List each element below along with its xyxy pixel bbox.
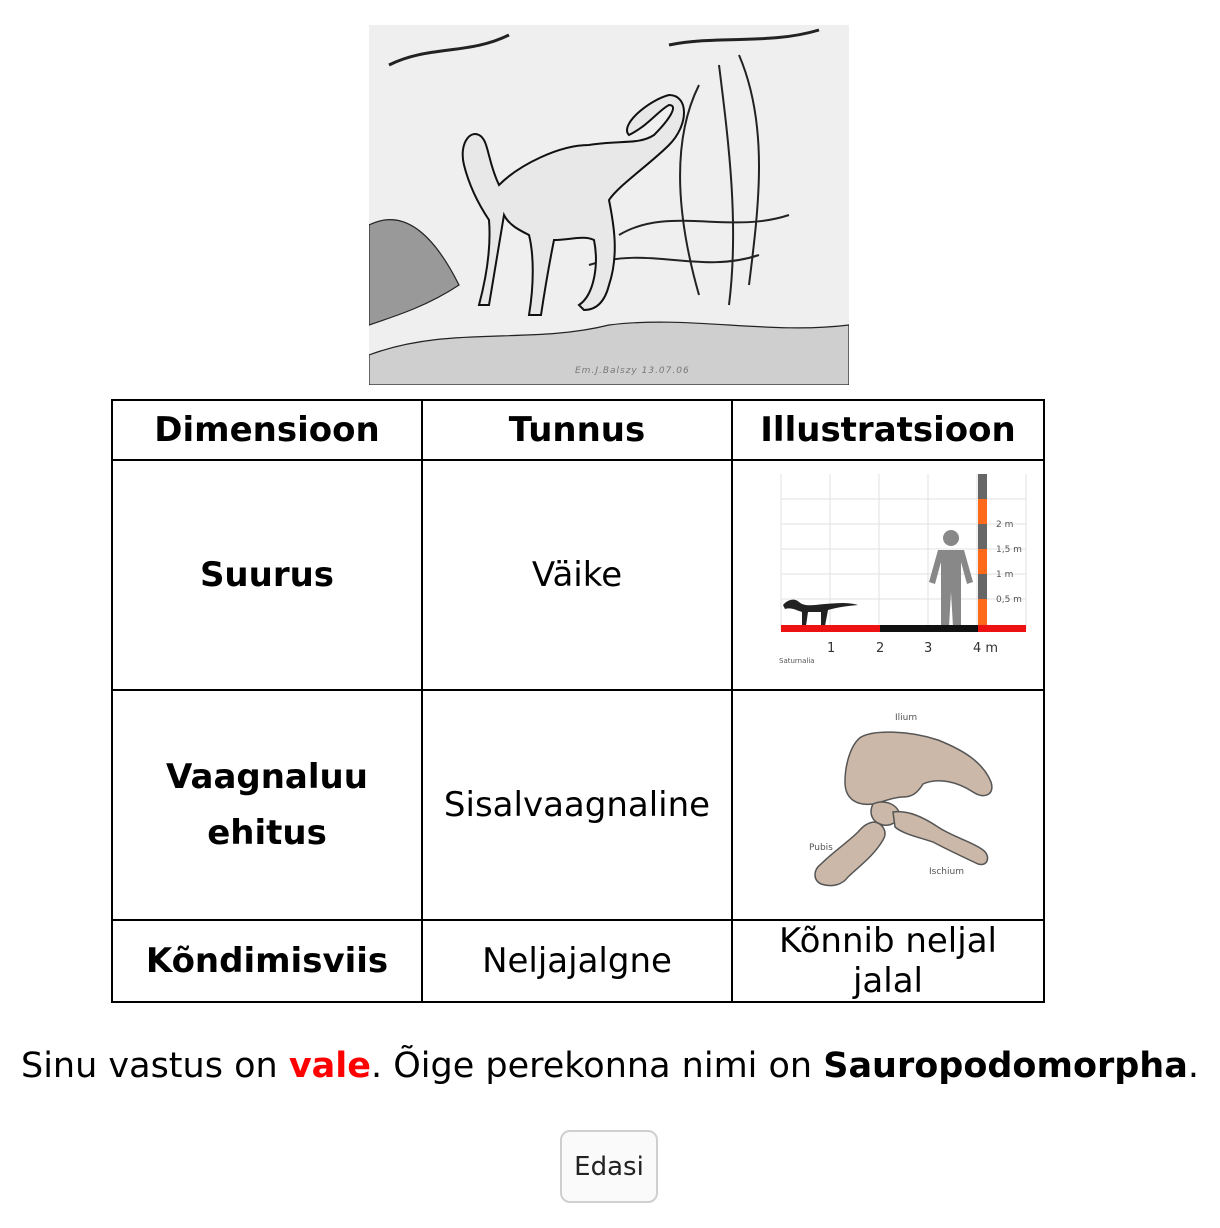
axis-label-1: 1 <box>827 641 835 656</box>
ground-bar-black <box>880 625 978 632</box>
pelvis-diagram: Ilium Pubis Ischium <box>809 713 993 887</box>
label-pubis: Pubis <box>809 843 833 853</box>
traits-table: Dimensioon Tunnus Illustratsioon Suurus … <box>111 399 1045 1003</box>
header-illustration: Illustratsioon <box>731 399 1045 461</box>
axis-label-3: 3 <box>924 641 932 656</box>
ground-bar-red-left <box>781 625 880 632</box>
chart-caption: Saturnalia <box>779 657 815 665</box>
next-button[interactable]: Edasi <box>560 1130 658 1203</box>
ground-bar-red-right <box>978 625 1026 632</box>
table-row-pelvis: Vaagnaluu ehitus Sisalvaagnaline Ilium P… <box>111 689 1045 921</box>
answer-suffix: . <box>1187 1046 1199 1086</box>
scale-label-0-5m: 0,5 m <box>996 595 1022 605</box>
label-ilium: Ilium <box>895 713 917 723</box>
axis-label-2: 2 <box>876 641 884 656</box>
axis-labels: 1 2 3 4 m <box>827 641 998 656</box>
height-scale-labels: 2 m 1,5 m 1 m 0,5 m <box>996 520 1022 605</box>
dinosaur-silhouette <box>783 599 858 626</box>
label-ischium: Ischium <box>929 867 964 877</box>
size-comparison-chart: 2 m 1,5 m 1 m 0,5 m 1 2 3 <box>779 474 1027 665</box>
dimension-size: Suurus <box>111 459 423 691</box>
dimension-pelvis: Vaagnaluu ehitus <box>111 689 423 921</box>
dimension-gait: Kõndimisviis <box>111 919 423 1003</box>
artist-signature: Em.J.Balszy 13.07.06 <box>575 366 690 376</box>
table-row-gait: Kõndimisviis Neljajalgne Kõnnib neljal j… <box>111 919 1045 1003</box>
answer-verdict: vale <box>288 1046 371 1086</box>
scale-label-1-5m: 1,5 m <box>996 545 1022 555</box>
illustration-gait-text: Kõnnib neljal jalal <box>731 919 1045 1003</box>
answer-middle: . Õige perekonna nimi on <box>370 1046 824 1086</box>
scale-label-1m: 1 m <box>996 570 1013 580</box>
header-dimension: Dimensioon <box>111 399 423 461</box>
answer-prefix: Sinu vastus on <box>20 1046 289 1086</box>
table-row-size: Suurus Väike 2 m 1,5 m 1 <box>111 459 1045 691</box>
trait-pelvis: Sisalvaagnaline <box>421 689 733 921</box>
dinosaur-illustration <box>369 25 849 385</box>
table-header-row: Dimensioon Tunnus Illustratsioon <box>111 399 1045 461</box>
trait-size: Väike <box>421 459 733 691</box>
correct-name: Sauropodomorpha <box>823 1046 1188 1086</box>
axis-label-4m: 4 m <box>973 641 998 656</box>
answer-feedback: Sinu vastus on vale. Õige perekonna nimi… <box>0 1041 1220 1091</box>
header-trait: Tunnus <box>421 399 733 461</box>
size-chart-cell: 2 m 1,5 m 1 m 0,5 m 1 2 3 <box>731 459 1045 691</box>
human-silhouette <box>929 530 973 627</box>
trait-gait: Neljajalgne <box>421 919 733 1003</box>
scale-label-2m: 2 m <box>996 520 1013 530</box>
pelvis-cell: Ilium Pubis Ischium <box>731 689 1045 921</box>
